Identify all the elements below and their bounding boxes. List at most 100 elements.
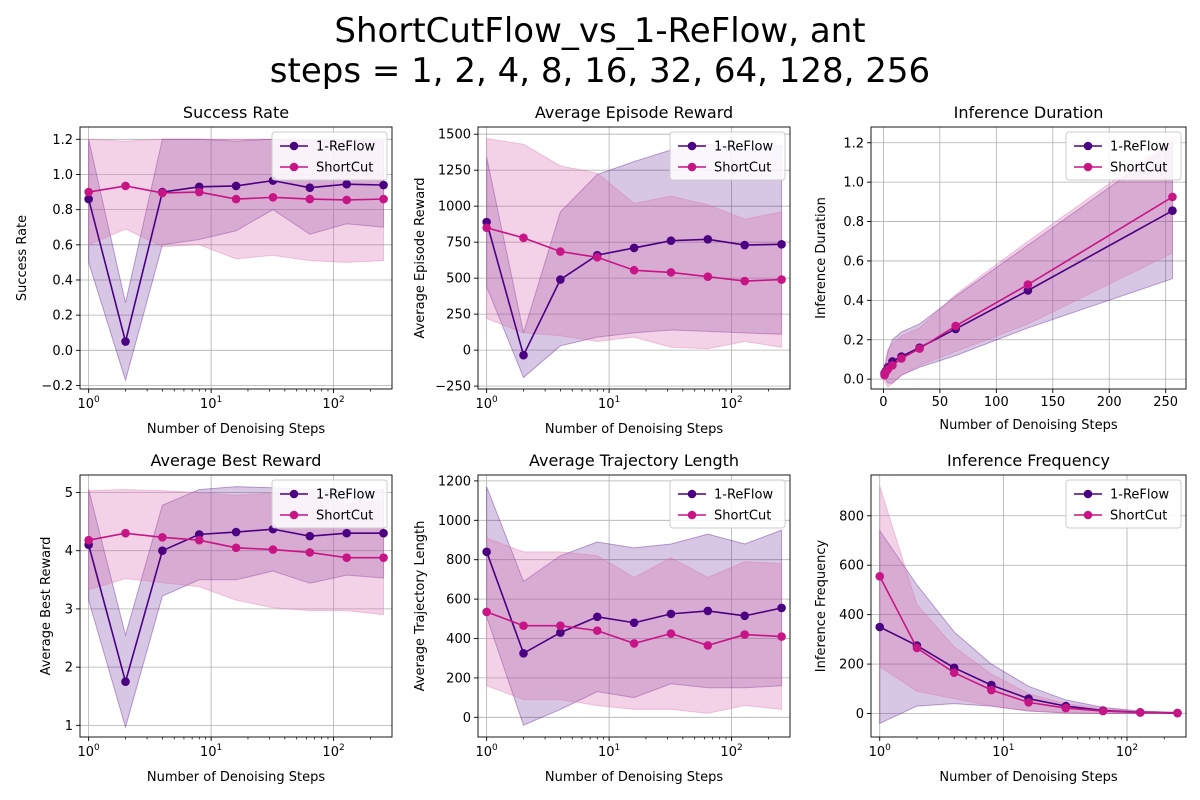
y-tick-label: 0.2 — [843, 333, 864, 348]
y-tick-label: 600 — [839, 559, 864, 574]
axes-frame — [79, 126, 393, 390]
data-point — [231, 181, 241, 191]
grid — [478, 127, 790, 389]
x-axis-label: Number of Denoising Steps — [147, 770, 325, 785]
legend: 1-ReFlow ShortCut — [271, 479, 388, 529]
data-point — [268, 193, 278, 202]
data-point — [519, 233, 528, 243]
data-point — [875, 572, 885, 581]
data-point — [556, 628, 565, 637]
x-ticks: 100 101 102 — [78, 389, 371, 412]
data-point — [703, 234, 713, 244]
data-point — [305, 531, 315, 541]
y-tick-label: 800 — [839, 509, 864, 524]
legend-marker — [1083, 162, 1093, 172]
y-tick-label: 0.8 — [52, 203, 73, 218]
axes-frame — [870, 474, 1187, 738]
legend-label: 1-ReFlow — [316, 140, 375, 155]
data-point — [629, 639, 639, 648]
data-point — [379, 528, 388, 538]
legend-label: ShortCut — [1110, 509, 1167, 524]
x-tick-label: 100 — [78, 395, 101, 412]
y-tick-label: 1 — [65, 719, 73, 734]
x-tick-label: 102 — [1116, 743, 1138, 760]
data-point — [987, 685, 996, 695]
data-point — [1135, 708, 1145, 717]
x-tick-label: 102 — [322, 395, 344, 412]
data-point — [482, 607, 491, 617]
x-tick-label: 102 — [720, 395, 742, 412]
panel-1: 100 101 102 −0.2 0.0 0.2 0.4 0.6 0.8 1.0 1.2 Succes… — [15, 103, 393, 437]
y-tick-label: 600 — [446, 593, 471, 608]
y-ticks: 1 2 3 4 5 — [65, 486, 80, 734]
data-point — [268, 545, 278, 554]
subplot-title: Average Best Reward — [151, 451, 322, 470]
band-shortcut — [486, 137, 783, 350]
x-axis-label: Number of Denoising Steps — [939, 418, 1117, 433]
y-tick-label: −250 — [435, 380, 471, 395]
y-tick-label: 5 — [65, 486, 73, 501]
data-point — [482, 547, 491, 557]
data-point — [121, 337, 130, 346]
data-point — [379, 553, 388, 562]
y-tick-label: 200 — [446, 671, 471, 686]
data-point — [666, 609, 676, 619]
legend-box — [271, 131, 388, 181]
legend-marker — [289, 141, 299, 151]
data-point — [740, 611, 749, 621]
data-point — [1024, 698, 1033, 707]
data-point — [703, 272, 713, 282]
panel-3: 0 50 100 150 200 250 0.0 0.2 0.4 0.6 0.8 1.0 1.2 Infe… — [814, 103, 1187, 433]
subplot-title: Average Episode Reward — [535, 103, 733, 122]
y-tick-label: 3 — [65, 602, 73, 617]
legend-box — [271, 479, 388, 529]
data-point — [158, 188, 167, 198]
plot-area — [482, 486, 786, 726]
y-tick-label: 0 — [856, 707, 864, 722]
data-point — [342, 553, 351, 562]
panel-4: 100 101 102 1 2 3 4 5 Average Best Reward Number … — [39, 451, 393, 785]
x-tick-label: 100 — [78, 743, 101, 760]
legend-marker — [289, 162, 299, 172]
data-point — [666, 268, 676, 277]
legend-label: 1-ReFlow — [714, 140, 773, 155]
data-point — [740, 240, 749, 250]
data-point — [629, 618, 639, 628]
subplot-title: Average Trajectory Length — [529, 451, 739, 470]
data-point — [1023, 280, 1033, 289]
data-point — [592, 612, 602, 622]
legend-marker — [289, 489, 299, 499]
data-point — [556, 247, 565, 256]
y-tick-label: 750 — [446, 236, 471, 251]
x-tick-label: 101 — [598, 395, 620, 412]
figure-title-line-2: steps = 1, 2, 4, 8, 16, 32, 64, 128, 256 — [269, 51, 931, 91]
data-point — [666, 629, 676, 638]
x-tick-label: 50 — [932, 395, 949, 410]
y-tick-label: 1.0 — [843, 176, 864, 191]
data-point — [629, 265, 639, 275]
y-tick-label: 1500 — [438, 128, 471, 143]
legend-label: 1-ReFlow — [1110, 488, 1169, 503]
x-ticks: 100 101 102 — [476, 737, 769, 760]
data-point — [897, 354, 906, 363]
y-tick-label: 200 — [839, 658, 864, 673]
data-point — [777, 632, 786, 641]
data-point — [629, 243, 639, 253]
data-point — [519, 648, 528, 658]
data-point — [121, 528, 130, 538]
data-point — [158, 532, 167, 542]
data-point — [592, 626, 602, 635]
legend-box — [1065, 479, 1182, 529]
data-point — [1061, 703, 1071, 713]
y-tick-label: 1000 — [438, 514, 471, 529]
x-tick-label: 100 — [869, 743, 892, 760]
data-point — [915, 344, 924, 353]
data-point — [888, 361, 897, 370]
x-axis-label: Number of Denoising Steps — [147, 422, 325, 437]
legend-marker — [1083, 141, 1093, 151]
x-ticks: 100 101 102 — [78, 737, 371, 760]
y-tick-label: 4 — [65, 544, 73, 559]
legend-marker — [1083, 489, 1093, 499]
y-tick-label: 0.8 — [843, 215, 864, 230]
data-point — [305, 194, 315, 204]
